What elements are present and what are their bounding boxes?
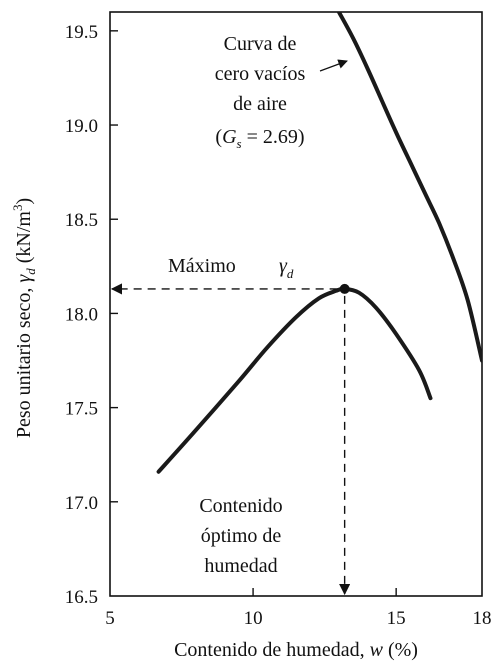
zav-label-line-2: cero vacíos [215, 63, 306, 85]
y-tick-label: 19.5 [65, 22, 98, 43]
x-tick-label: 18 [473, 608, 492, 629]
peak-point [339, 283, 350, 294]
specific-gravity-label: (Gs = 2.69) [215, 126, 304, 151]
zav-label-line-3: de aire [233, 93, 287, 115]
x-tick-label: 5 [105, 608, 115, 629]
y-axis-label: Peso unitario seco, γd (kN/m3) [10, 198, 38, 438]
y-tick-label: 18.0 [65, 304, 98, 325]
gamma-d-label: γd [279, 255, 294, 281]
y-tick-label: 18.5 [65, 210, 98, 231]
compaction-curve [156, 286, 433, 474]
zero-air-voids-curve [336, 12, 482, 363]
x-tick-label: 10 [244, 608, 263, 629]
tick-labels: 5 10 15 18 16.5 17.0 17.5 18.0 18.5 19.0 19.5 [65, 22, 492, 629]
zav-label-line-1: Curva de [224, 33, 297, 55]
omc-label-line-1: Contenido [199, 495, 282, 517]
x-tick-label: 15 [387, 608, 406, 629]
y-tick-label: 17.5 [65, 399, 98, 420]
zav-pointer-arrow [319, 59, 348, 72]
max-label: Máximo [168, 255, 236, 277]
x-axis-label: Contenido de humedad, w (%) [174, 639, 418, 661]
plot-frame [109, 11, 483, 597]
y-tick-label: 19.0 [65, 116, 98, 137]
omc-label-line-2: óptimo de [201, 525, 282, 547]
tick-marks [110, 30, 397, 596]
y-tick-label: 17.0 [65, 493, 98, 514]
omc-label-line-3: humedad [204, 555, 277, 577]
y-tick-label: 16.5 [65, 587, 98, 608]
